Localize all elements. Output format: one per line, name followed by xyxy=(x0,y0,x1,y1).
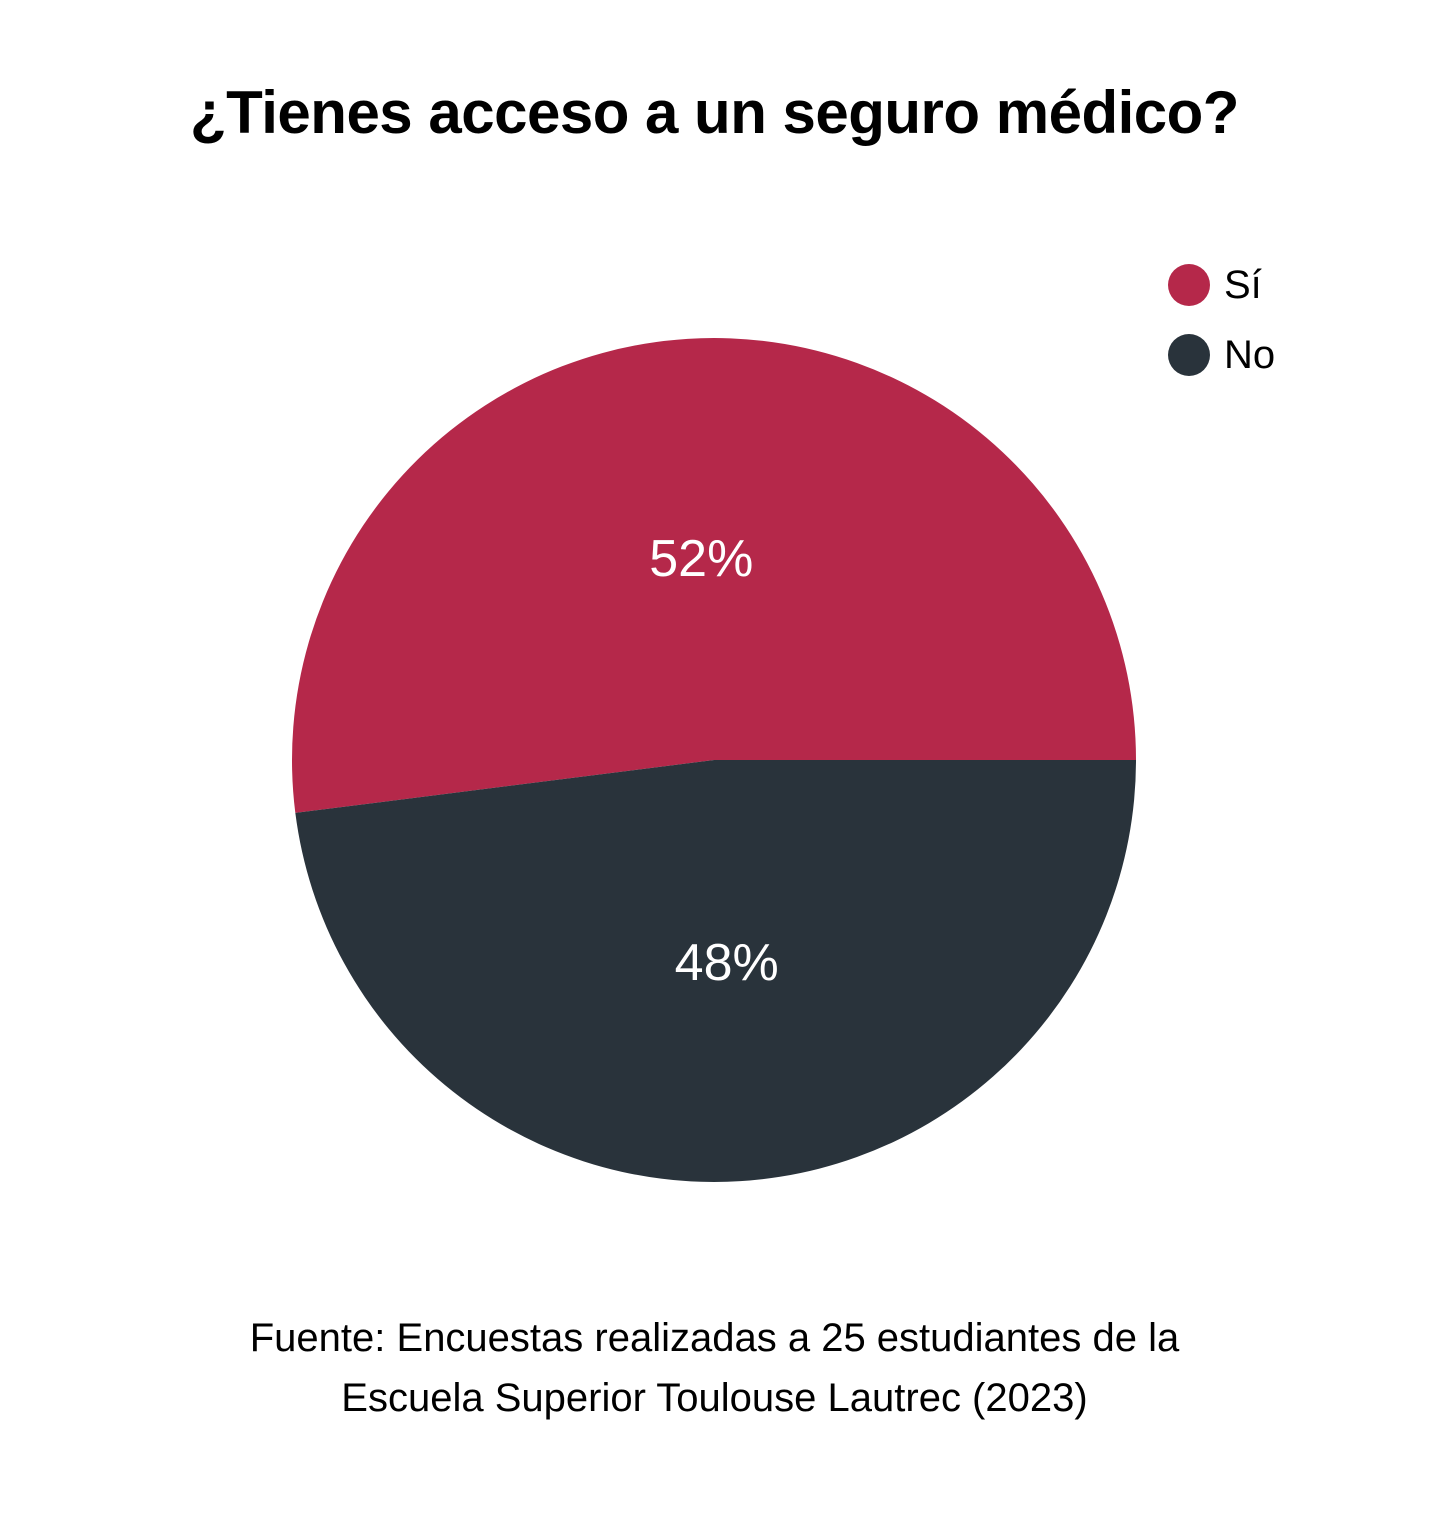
legend: Sí No xyxy=(1168,262,1275,402)
pie-slice-no xyxy=(295,760,1136,1183)
source-line-1: Fuente: Encuestas realizadas a 25 estudi… xyxy=(249,1316,1180,1360)
legend-item-si: Sí xyxy=(1168,262,1275,308)
chart-title: ¿Tienes acceso a un seguro médico? xyxy=(190,79,1239,146)
legend-swatch-no xyxy=(1168,334,1210,376)
legend-label-no: No xyxy=(1224,332,1276,377)
legend-label-si: Sí xyxy=(1224,262,1262,307)
pie-slice-si xyxy=(292,338,1137,813)
pie-slices xyxy=(292,338,1137,1183)
legend-item-no: No xyxy=(1168,332,1275,378)
legend-swatch-si xyxy=(1168,264,1210,306)
pie-data-labels: 52% 48% xyxy=(649,530,779,992)
pie-data-label-si: 52% xyxy=(649,530,753,588)
source-note: Fuente: Encuestas realizadas a 25 estudi… xyxy=(0,1308,1429,1428)
pie-data-label-no: 48% xyxy=(675,934,779,992)
source-line-2: Escuela Superior Toulouse Lautrec (2023) xyxy=(341,1376,1088,1420)
